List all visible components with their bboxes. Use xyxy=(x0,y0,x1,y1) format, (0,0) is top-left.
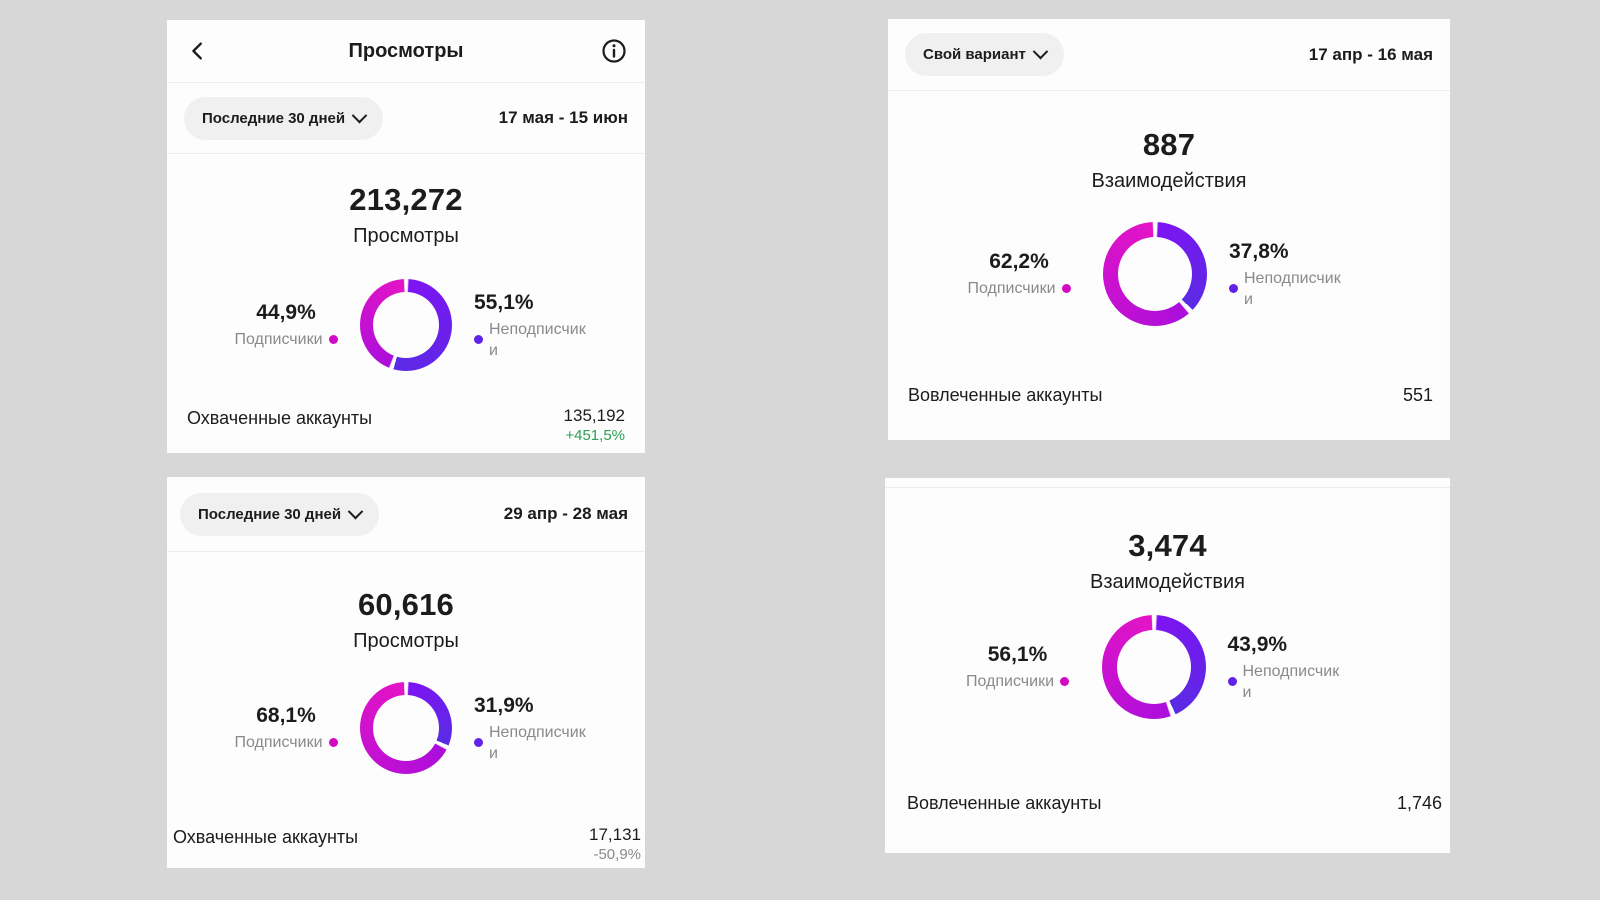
nonfollowers-dot-icon xyxy=(1229,284,1238,293)
period-dropdown[interactable]: Свой вариант xyxy=(905,33,1064,76)
page-title: Просмотры xyxy=(348,39,464,62)
period-dropdown-label: Последние 30 дней xyxy=(202,109,346,127)
interactions-donut-chart xyxy=(1101,615,1206,719)
metric-label: Просмотры xyxy=(353,225,459,247)
donut-row: 68,1% Подписчики 31,9% Неподписчики xyxy=(167,682,645,774)
followers-legend: 62,2% Подписчики xyxy=(921,249,1091,299)
nonfollowers-dot-icon xyxy=(474,738,483,747)
footer-value: 551 xyxy=(1402,385,1433,405)
chevron-down-icon xyxy=(351,107,368,123)
period-dropdown-label: Свой вариант xyxy=(923,46,1026,63)
nonfollowers-legend: 55,1% Неподписчики xyxy=(464,290,614,361)
nonfollowers-legend: 37,8% Неподписчики xyxy=(1219,239,1389,310)
donut-row: 44,9% Подписчики 55,1% Неподписчики xyxy=(167,279,645,371)
metric-label: Просмотры xyxy=(353,630,459,652)
card-footer: Вовлеченные аккаунты 1,746 xyxy=(885,791,1450,853)
back-icon[interactable] xyxy=(183,36,213,66)
followers-label: Подписчики xyxy=(965,673,1054,690)
interactions-card-custom: Свой вариант 17 апр - 16 мая 887 Взаимод… xyxy=(888,19,1450,440)
metric-value: 60,616 xyxy=(357,587,455,622)
footer-label: Охваченные аккаунты xyxy=(173,827,359,847)
date-range: 17 мая - 15 июн xyxy=(498,108,628,127)
followers-dot-icon xyxy=(1061,284,1071,293)
footer-value: 135,192 xyxy=(563,406,625,425)
filter-row: Последние 30 дней 17 мая - 15 июн xyxy=(167,83,645,153)
footer-value: 1,746 xyxy=(1396,793,1442,813)
donut-row: 62,2% Подписчики 37,8% Неподписчики xyxy=(888,222,1450,326)
chevron-down-icon xyxy=(347,503,364,519)
divider xyxy=(167,82,645,83)
divider xyxy=(167,551,645,552)
filter-row: Последние 30 дней 29 апр - 28 мая xyxy=(167,477,645,551)
nonfollowers-legend: 31,9% Неподписчики xyxy=(464,693,614,764)
period-dropdown[interactable]: Последние 30 дней xyxy=(180,492,380,536)
date-range: 29 апр - 28 мая xyxy=(503,504,628,523)
nonfollowers-pct: 43,9% xyxy=(1227,632,1288,656)
footer-label: Охваченные аккаунты xyxy=(187,408,373,428)
card-footer: Охваченные аккаунты 135,192 +451,5% xyxy=(167,406,645,453)
followers-legend: 56,1% Подписчики xyxy=(920,642,1090,692)
card-footer: Вовлеченные аккаунты 551 xyxy=(888,383,1450,440)
followers-legend: 44,9% Подписчики xyxy=(198,300,348,350)
followers-dot-icon xyxy=(328,335,338,344)
divider xyxy=(167,153,645,154)
interactions-card-previous: 3,474 Взаимодействия 56,1% Подписчики 43… xyxy=(885,478,1450,853)
footer-value: 17,131 xyxy=(589,825,641,844)
info-icon[interactable] xyxy=(599,36,629,66)
views-card-previous: Последние 30 дней 29 апр - 28 мая 60,616… xyxy=(167,477,645,868)
nonfollowers-legend: 43,9% Неподписчики xyxy=(1218,632,1388,703)
followers-legend: 68,1% Подписчики xyxy=(198,703,348,753)
footer-delta: +451,5% xyxy=(565,427,625,444)
divider xyxy=(885,487,1450,488)
followers-label: Подписчики xyxy=(967,280,1056,297)
footer-label: Вовлеченные аккаунты xyxy=(907,793,1102,813)
views-donut-chart xyxy=(360,279,452,371)
nonfollowers-pct: 55,1% xyxy=(474,290,534,314)
views-donut-chart xyxy=(360,682,452,774)
metric-block: 887 Взаимодействия xyxy=(888,126,1450,195)
filter-row: Свой вариант 17 апр - 16 мая xyxy=(888,19,1450,90)
period-dropdown[interactable]: Последние 30 дней xyxy=(184,96,384,140)
metric-label: Взаимодействия xyxy=(1090,571,1245,593)
followers-pct: 56,1% xyxy=(987,643,1048,666)
nonfollowers-label: Неподписчики xyxy=(489,723,586,762)
metric-block: 3,474 Взаимодействия xyxy=(885,527,1450,596)
card-footer: Охваченные аккаунты 17,131 -50,9% xyxy=(167,825,645,868)
nonfollowers-dot-icon xyxy=(1227,677,1237,686)
followers-pct: 68,1% xyxy=(256,704,316,727)
card-header: Просмотры xyxy=(167,20,645,82)
nonfollowers-label: Неподписчики xyxy=(1242,662,1340,701)
metric-label: Взаимодействия xyxy=(1091,170,1247,192)
nonfollowers-dot-icon xyxy=(474,335,483,344)
nonfollowers-label: Неподписчики xyxy=(1244,269,1341,308)
period-dropdown-label: Последние 30 дней xyxy=(198,505,342,523)
divider xyxy=(888,90,1450,91)
metric-value: 887 xyxy=(1142,127,1196,162)
followers-label: Подписчики xyxy=(234,331,323,348)
footer-label: Вовлеченные аккаунты xyxy=(908,385,1103,405)
header-strip xyxy=(885,478,1450,487)
followers-dot-icon xyxy=(1060,677,1069,686)
donut-row: 56,1% Подписчики 43,9% Неподписчики xyxy=(885,615,1450,719)
interactions-donut-chart xyxy=(1103,222,1207,326)
metric-block: 213,272 Просмотры xyxy=(167,181,645,250)
nonfollowers-pct: 31,9% xyxy=(474,693,534,717)
followers-dot-icon xyxy=(328,738,338,747)
date-range: 17 апр - 16 мая xyxy=(1308,44,1433,64)
chevron-down-icon xyxy=(1032,43,1049,60)
followers-pct: 44,9% xyxy=(256,301,316,324)
followers-pct: 62,2% xyxy=(989,250,1049,273)
views-card-current: Просмотры Последние 30 дней 17 мая - 15 … xyxy=(167,20,645,453)
nonfollowers-label: Неподписчики xyxy=(489,320,586,359)
followers-label: Подписчики xyxy=(234,734,323,751)
metric-value: 3,474 xyxy=(1128,528,1207,563)
footer-delta: -50,9% xyxy=(593,846,641,863)
nonfollowers-pct: 37,8% xyxy=(1229,239,1289,263)
metric-block: 60,616 Просмотры xyxy=(167,586,645,655)
metric-value: 213,272 xyxy=(349,182,463,217)
